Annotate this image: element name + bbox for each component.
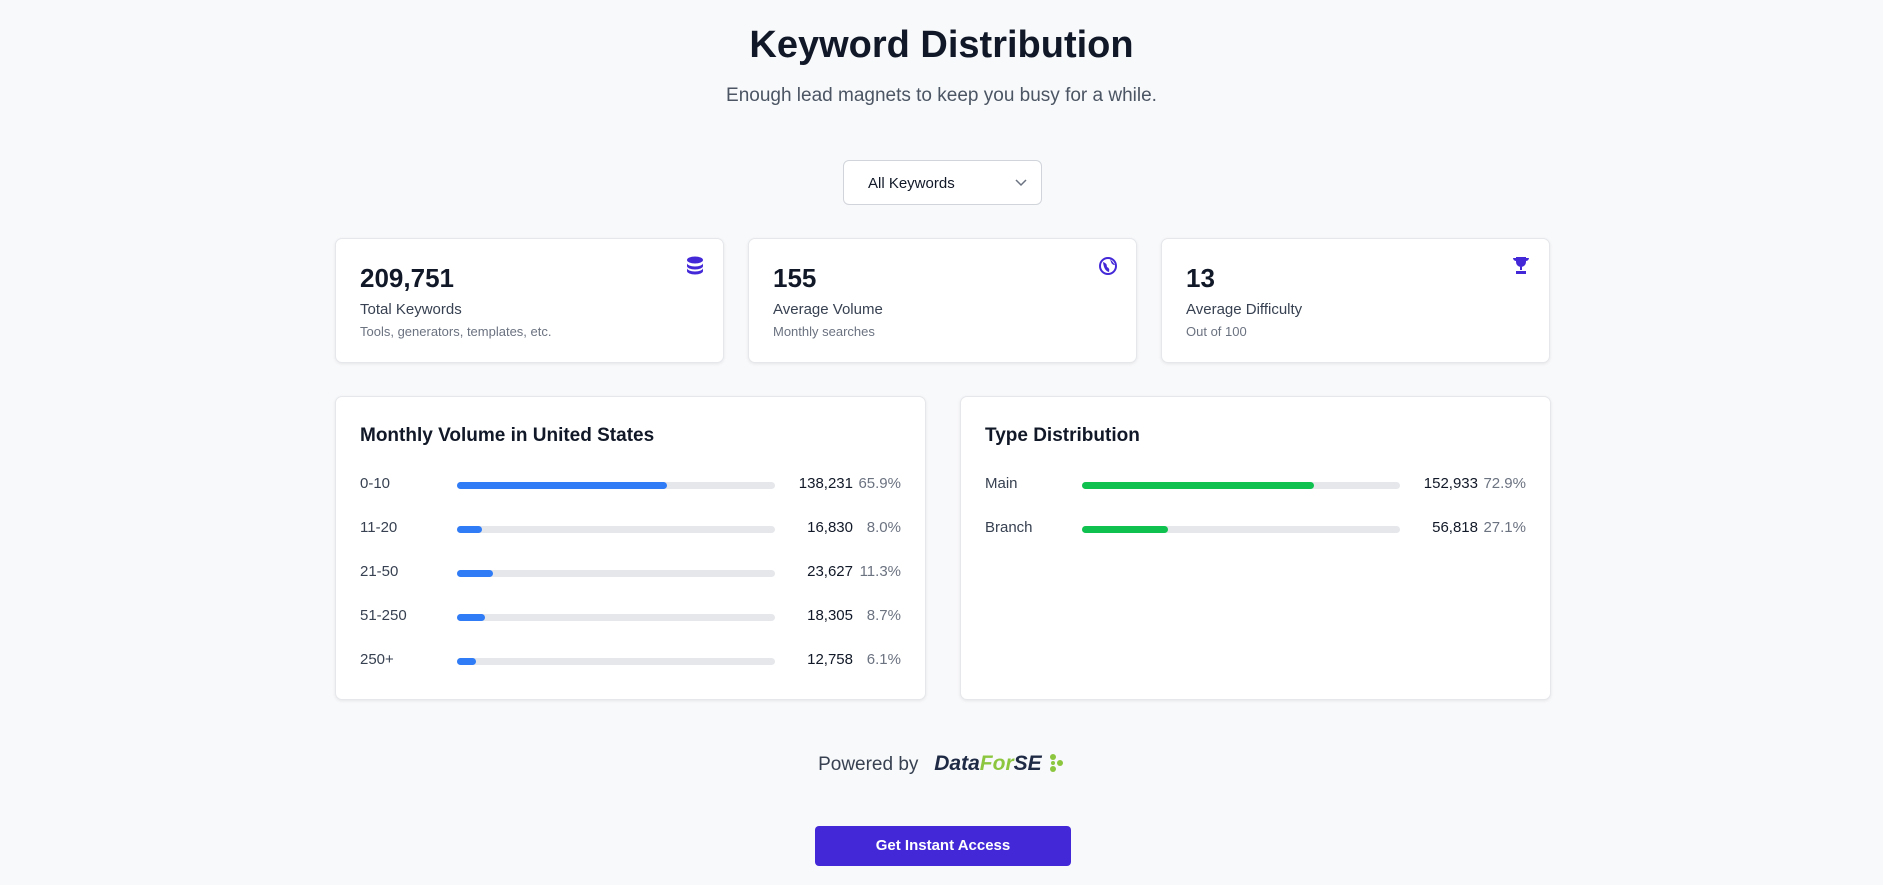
bar-track	[457, 614, 775, 621]
row-label: 21-50	[360, 563, 399, 580]
row-label: 0-10	[360, 475, 391, 492]
title: Keyword Distribution	[749, 24, 1134, 66]
stat-label: Average Volume	[773, 301, 883, 318]
stat-sub: Out of 100	[1186, 324, 1247, 339]
row-percent: 65.9%	[858, 475, 901, 492]
stat-icon	[1513, 257, 1529, 274]
bar	[457, 658, 477, 665]
bar-track	[1082, 482, 1400, 489]
cta-button[interactable]: Get Instant Access	[815, 826, 1071, 866]
stat-card: 209,751 Total Keywords Tools, generators, …	[335, 238, 724, 363]
stat-label: Average Difficulty	[1186, 301, 1303, 318]
powered-text: Powered by	[818, 754, 919, 775]
row-count: 56,818	[1432, 519, 1478, 536]
bar	[457, 614, 485, 621]
bar-track	[457, 570, 775, 577]
bar	[457, 570, 493, 577]
logo-icon	[1049, 754, 1063, 772]
logo-part: For	[979, 752, 1014, 775]
stat-icon	[1099, 257, 1117, 275]
row-label: Branch	[985, 519, 1033, 536]
row-label: 250+	[360, 651, 394, 668]
stat-label: Total Keywords	[360, 301, 462, 318]
bar-track	[1082, 526, 1400, 533]
stat-card: 155 Average Volume Monthly searches	[748, 238, 1137, 363]
stat-value: 155	[773, 263, 817, 293]
logo: DataForSE	[934, 752, 1041, 775]
panel-title: Type Distribution	[985, 425, 1140, 446]
stat-value: 209,751	[360, 263, 454, 293]
subtitle: Enough lead magnets to keep you busy for…	[726, 85, 1157, 106]
row-count: 138,231	[798, 475, 853, 492]
logo-part: Data	[934, 752, 980, 775]
filter-dropdown[interactable]: All Keywords	[843, 160, 1042, 205]
row-percent: 6.1%	[866, 651, 901, 668]
bar	[457, 526, 483, 533]
stat-icon	[687, 256, 703, 275]
logo-part: SE	[1013, 752, 1042, 775]
bar-track	[457, 658, 775, 665]
bar	[1082, 526, 1169, 533]
bar-track	[457, 526, 775, 533]
bar	[457, 482, 667, 489]
panel: Monthly Volume in United States 0-10 138,2…	[335, 396, 926, 700]
row-label: 11-20	[360, 519, 398, 536]
dropdown-label: All Keywords	[868, 175, 955, 192]
row-percent: 8.0%	[866, 519, 901, 536]
row-percent: 8.7%	[866, 607, 901, 624]
stat-sub: Tools, generators, templates, etc.	[360, 324, 552, 339]
row-count: 152,933	[1423, 475, 1478, 492]
stat-value: 13	[1186, 263, 1215, 293]
row-count: 18,305	[807, 607, 853, 624]
row-percent: 11.3%	[859, 563, 901, 580]
row-count: 16,830	[807, 519, 853, 536]
row-count: 12,758	[807, 651, 853, 668]
bar	[1082, 482, 1314, 489]
row-count: 23,627	[807, 563, 853, 580]
bar-track	[457, 482, 775, 489]
panel: Type Distribution Main 152,933 72.9% Branch 5…	[960, 396, 1551, 700]
stat-sub: Monthly searches	[773, 324, 875, 339]
panel-title: Monthly Volume in United States	[360, 425, 655, 446]
chevron	[1015, 179, 1027, 187]
row-label: Main	[985, 475, 1018, 492]
row-percent: 72.9%	[1483, 475, 1526, 492]
row-label: 51-250	[360, 607, 407, 624]
row-percent: 27.1%	[1483, 519, 1526, 536]
powered-by: Powered by DataForSE	[0, 752, 1883, 776]
stat-card: 13 Average Difficulty Out of 100	[1161, 238, 1550, 363]
